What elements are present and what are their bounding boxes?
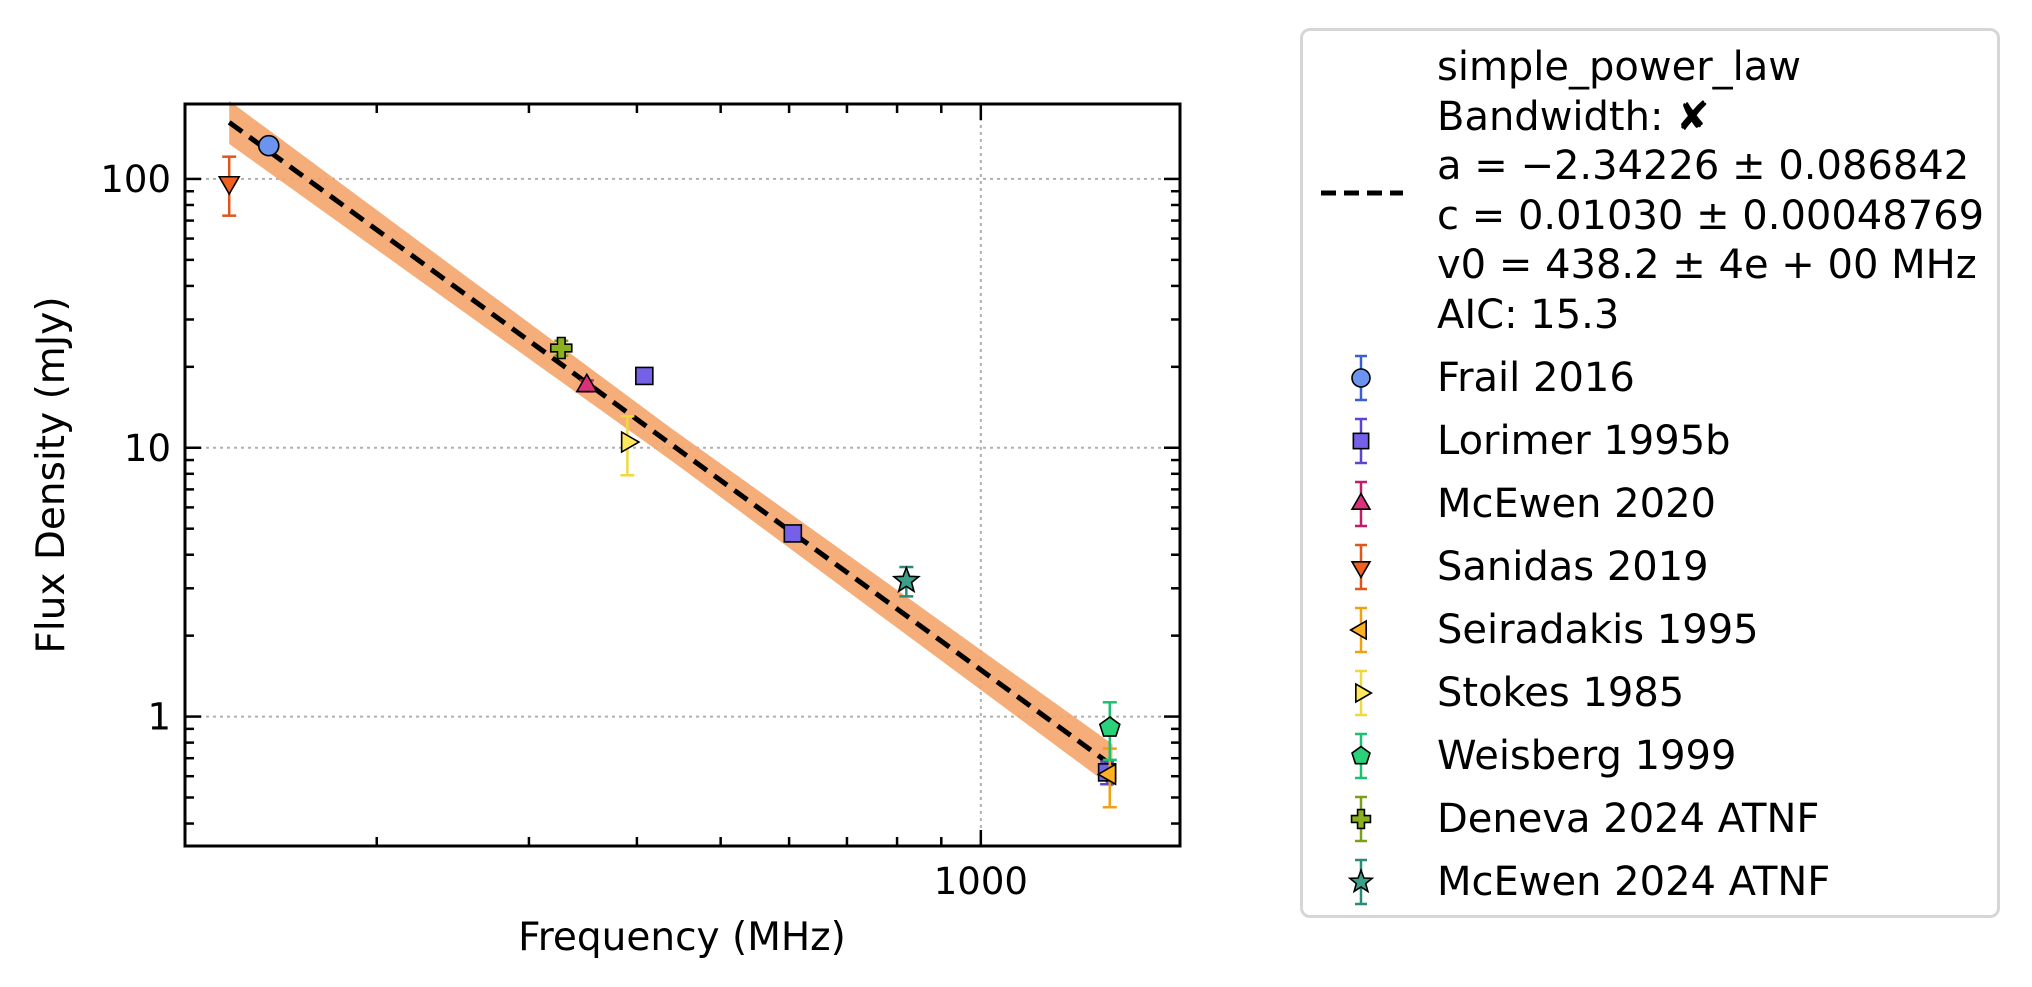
data-point bbox=[575, 372, 599, 393]
fit-uncertainty-band bbox=[229, 100, 1113, 788]
x-tick-label: 1000 bbox=[934, 860, 1028, 903]
legend-item-label: Stokes 1985 bbox=[1437, 670, 1685, 716]
chart: 1 10 100 1000 Frequency (MHz) Flux Density … bbox=[29, 100, 1182, 960]
legend-item-label: Weisberg 1999 bbox=[1437, 733, 1737, 779]
legend-item-label: Seiradakis 1995 bbox=[1437, 607, 1759, 653]
data-point bbox=[783, 524, 803, 543]
x-axis-label: Frequency (MHz) bbox=[518, 915, 846, 960]
legend-fit-entry: simple_power_law Bandwidth: ✘ a = −2.342… bbox=[1437, 43, 1984, 340]
data-point bbox=[257, 134, 280, 157]
fit-aic: AIC: 15.3 bbox=[1437, 291, 1620, 338]
legend-item-label: McEwen 2020 bbox=[1437, 481, 1716, 527]
data-point bbox=[1098, 716, 1121, 737]
legend-item-label: Lorimer 1995b bbox=[1437, 418, 1731, 464]
fit-curve bbox=[227, 120, 1114, 768]
legend-marker bbox=[1350, 492, 1372, 510]
legend-marker bbox=[1355, 682, 1373, 704]
fit-bandwidth: Bandwidth: ✘ bbox=[1437, 93, 1710, 140]
y-axis-label: Flux Density (mJy) bbox=[29, 296, 74, 653]
data-point bbox=[620, 430, 641, 454]
plot-frame bbox=[183, 102, 1182, 848]
fit-model-name: simple_power_law bbox=[1437, 44, 1802, 90]
legend-item-label: Deneva 2024 ATNF bbox=[1437, 796, 1820, 842]
data-point bbox=[1096, 762, 1117, 786]
legend-item-label: McEwen 2024 ATNF bbox=[1437, 859, 1831, 905]
fit-band bbox=[229, 100, 1113, 788]
legend-marker bbox=[1350, 808, 1372, 830]
fit-line bbox=[227, 120, 1114, 768]
legend-marker bbox=[1351, 745, 1371, 765]
legend: simple_power_law Bandwidth: ✘ a = −2.342… bbox=[1300, 28, 2000, 918]
data-point bbox=[635, 366, 654, 386]
fit-param-v0: v0 = 438.2 ± 4e + 00 MHz bbox=[1437, 242, 1977, 288]
legend-marker bbox=[1347, 868, 1375, 894]
y-tick-label: 100 bbox=[100, 158, 171, 201]
legend-item-label: Frail 2016 bbox=[1437, 355, 1635, 401]
legend-marker bbox=[1349, 619, 1367, 641]
axis-ticks: 1 10 100 1000 bbox=[100, 104, 1180, 903]
legend-markers bbox=[1321, 190, 1403, 906]
fit-param-a: a = −2.34226 ± 0.086842 bbox=[1437, 143, 1970, 189]
legend-marker bbox=[1350, 561, 1372, 579]
legend-item-label: Sanidas 2019 bbox=[1437, 544, 1709, 590]
legend-marker bbox=[1351, 368, 1371, 388]
y-tick-label: 1 bbox=[147, 696, 171, 739]
data-point bbox=[549, 336, 573, 360]
data-points bbox=[217, 134, 1121, 809]
legend-marker bbox=[1352, 432, 1370, 450]
y-tick-label: 10 bbox=[124, 427, 171, 470]
data-point bbox=[891, 565, 921, 594]
data-point bbox=[217, 175, 241, 196]
fit-param-c: c = 0.01030 ± 0.00048769 bbox=[1437, 192, 1985, 239]
